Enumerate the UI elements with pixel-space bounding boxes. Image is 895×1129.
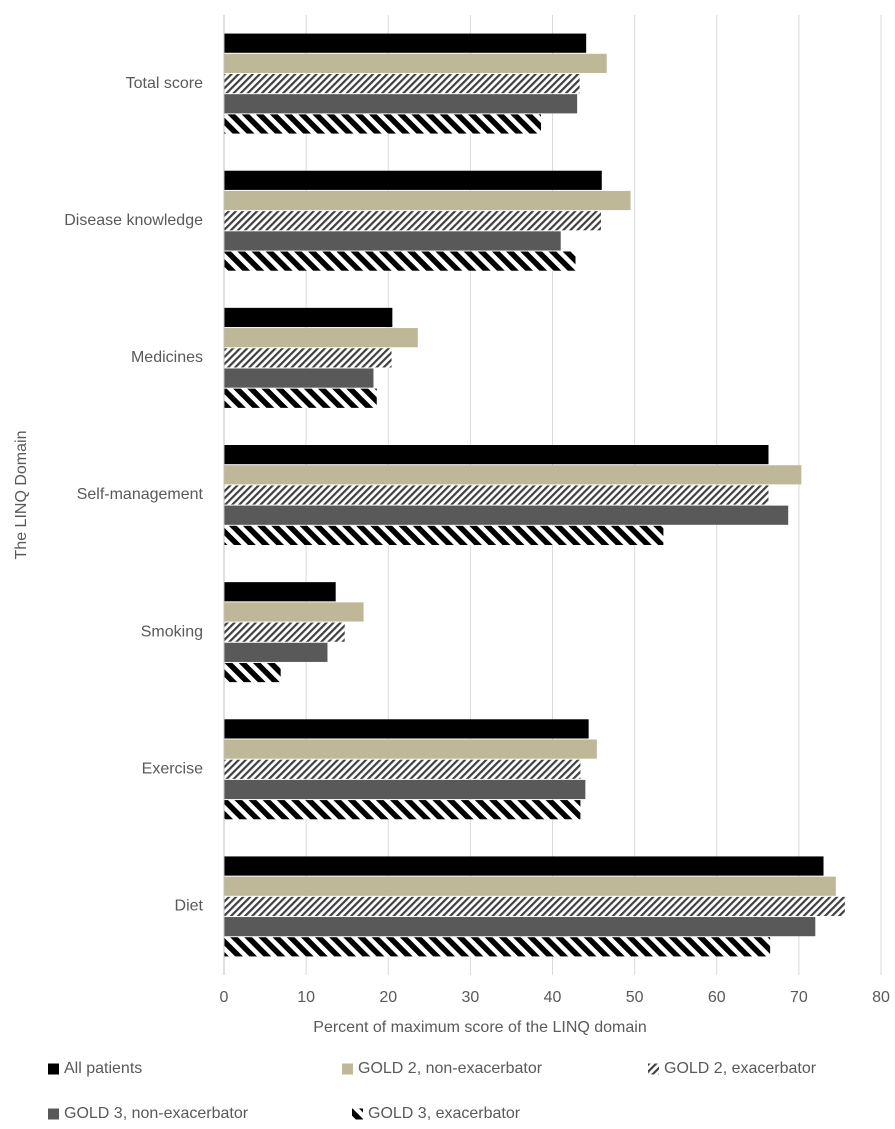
bar bbox=[224, 73, 580, 94]
bar bbox=[224, 719, 589, 739]
bar bbox=[224, 876, 836, 896]
legend-swatch bbox=[48, 1108, 59, 1120]
bar bbox=[224, 33, 587, 53]
y-tick-label: Self-management bbox=[77, 486, 204, 503]
y-axis-title: The LINQ Domain bbox=[13, 431, 30, 560]
x-tick-label: 50 bbox=[626, 989, 644, 1006]
legend-label: GOLD 3, exacerbator bbox=[368, 1105, 521, 1122]
bar bbox=[224, 602, 364, 622]
legend-label: GOLD 2, non-exacerbator bbox=[358, 1060, 543, 1077]
y-tick-label: Medicines bbox=[131, 349, 203, 366]
bar bbox=[224, 231, 561, 251]
x-tick-label: 80 bbox=[872, 989, 890, 1006]
legend-label: GOLD 2, exacerbator bbox=[664, 1060, 817, 1077]
bar bbox=[224, 190, 631, 211]
y-tick-label: Total score bbox=[126, 75, 203, 92]
bar bbox=[224, 779, 586, 800]
bar bbox=[224, 622, 345, 642]
x-tick-label: 60 bbox=[708, 989, 726, 1006]
bar bbox=[224, 582, 336, 602]
x-tick-label: 20 bbox=[379, 989, 397, 1006]
x-tick-label: 30 bbox=[461, 989, 479, 1006]
bar bbox=[224, 800, 581, 820]
bar bbox=[224, 328, 418, 348]
bar bbox=[224, 525, 664, 545]
bar bbox=[224, 211, 601, 231]
bar bbox=[224, 251, 576, 271]
x-tick-label: 70 bbox=[790, 989, 808, 1006]
bar bbox=[224, 917, 816, 937]
legend-swatch bbox=[648, 1063, 659, 1075]
bar bbox=[224, 368, 374, 388]
legend-swatch bbox=[342, 1063, 353, 1075]
x-axis-title: Percent of maximum score of the LINQ dom… bbox=[313, 1019, 646, 1036]
bar bbox=[224, 759, 581, 779]
x-tick-label: 0 bbox=[220, 989, 229, 1006]
y-tick-label: Diet bbox=[175, 898, 204, 915]
legend-label: All patients bbox=[64, 1060, 142, 1077]
legend-label: GOLD 3, non-exacerbator bbox=[64, 1105, 249, 1122]
y-tick-label: Smoking bbox=[141, 623, 203, 640]
x-tick-label: 40 bbox=[544, 989, 562, 1006]
bar bbox=[224, 739, 597, 759]
bar bbox=[224, 94, 578, 114]
legend-swatch bbox=[48, 1063, 59, 1075]
bar bbox=[224, 53, 607, 73]
x-tick-label: 10 bbox=[297, 989, 315, 1006]
bar bbox=[224, 445, 769, 465]
bar bbox=[224, 505, 789, 525]
bar bbox=[224, 348, 392, 368]
bar bbox=[224, 307, 393, 328]
bar bbox=[224, 388, 377, 408]
legend-swatch bbox=[352, 1108, 363, 1120]
bar bbox=[224, 662, 281, 683]
bar bbox=[224, 485, 769, 505]
bar bbox=[224, 642, 328, 662]
bar bbox=[224, 465, 802, 485]
bar bbox=[224, 937, 771, 957]
y-tick-label: Disease knowledge bbox=[64, 212, 203, 229]
bar bbox=[224, 856, 824, 876]
bar bbox=[224, 896, 845, 917]
y-tick-label: Exercise bbox=[142, 761, 203, 778]
bar bbox=[224, 114, 542, 134]
bar bbox=[224, 170, 602, 190]
